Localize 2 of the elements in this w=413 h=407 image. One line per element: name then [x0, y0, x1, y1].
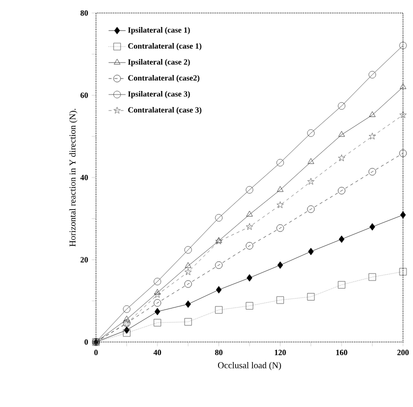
y-axis-title: Horizontal reaction in Y direction (N). — [69, 108, 78, 246]
x-axis-title: Occlusal load (N) — [218, 362, 281, 370]
